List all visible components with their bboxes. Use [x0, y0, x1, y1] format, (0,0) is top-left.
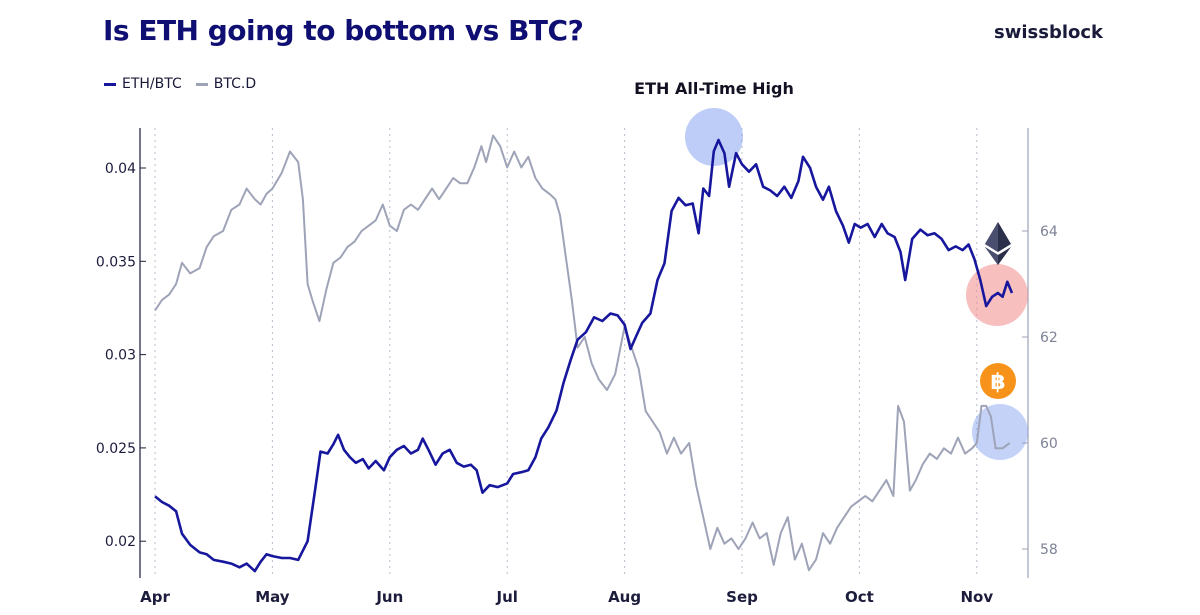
legend-item-btc-d: BTC.D [195, 76, 257, 92]
chart-legend: ETH/BTC BTC.D [104, 76, 256, 92]
bitcoin-symbol-glyph: ฿ [990, 370, 1005, 395]
btc-d-highlight-circle [972, 404, 1028, 460]
annotation-eth-ath: ETH All-Time High [634, 79, 794, 98]
x-tick-label-nov: Nov [960, 588, 993, 606]
x-tick-label-may: May [255, 588, 290, 606]
ath-highlight-circle [685, 108, 743, 166]
legend-swatch-eth-btc [104, 82, 116, 86]
chart-title: Is ETH going to bottom vs BTC? [103, 14, 584, 47]
right-tick-label: 64 [1040, 224, 1058, 240]
left-tick-label: 0.04 [105, 161, 136, 177]
legend-swatch-btc-d [195, 82, 208, 86]
left-tick-label: 0.025 [96, 441, 136, 457]
left-tick-label: 0.03 [105, 348, 136, 364]
legend-label-btc-d: BTC.D [213, 76, 257, 92]
x-tick-label-jun: Jun [375, 588, 403, 606]
x-tick-label-apr: Apr [140, 588, 170, 606]
right-tick-label: 58 [1040, 542, 1058, 558]
bitcoin-logo-icon [980, 363, 1016, 399]
x-tick-label-aug: Aug [608, 588, 641, 606]
x-tick-label-oct: Oct [845, 588, 874, 606]
legend-label-eth-btc: ETH/BTC [122, 76, 182, 92]
right-tick-label: 62 [1040, 330, 1058, 346]
x-tick-label-sep: Sep [726, 588, 758, 606]
series-line-eth-btc [154, 138, 1014, 573]
brand-logo: swissblock [994, 22, 1104, 43]
left-tick-label: 0.035 [96, 254, 136, 270]
ethereum-logo-icon [985, 222, 1011, 265]
legend-item-eth-btc: ETH/BTC [104, 76, 182, 92]
left-tick-label: 0.02 [105, 534, 136, 550]
series-line-btc-d [154, 134, 1011, 572]
right-tick-label: 60 [1040, 436, 1058, 452]
x-tick-label-jul: Jul [495, 588, 517, 606]
